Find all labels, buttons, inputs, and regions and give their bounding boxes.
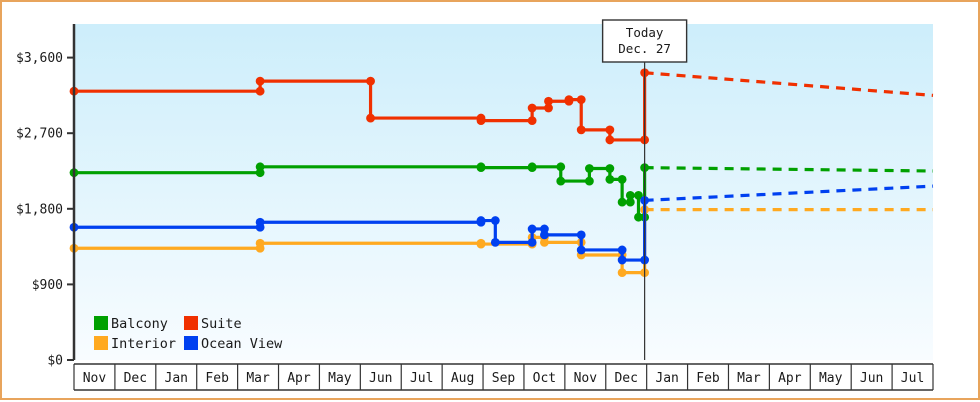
x-month-label-4[interactable]: Mar: [246, 371, 270, 386]
data-point: [255, 76, 265, 86]
forecast-line: [644, 71, 934, 97]
data-point: [617, 197, 627, 207]
data-point: [585, 176, 594, 186]
legend-label-suite: Suite: [201, 316, 242, 332]
data-point: [366, 76, 375, 86]
forecast-line: [644, 184, 934, 202]
data-point: [576, 125, 586, 135]
series-ocean-view[interactable]: [69, 184, 934, 265]
legend-label-interior: Interior: [111, 336, 176, 352]
data-point: [576, 95, 586, 104]
y-tick-label-0: $0: [47, 354, 63, 369]
data-point: [625, 190, 635, 200]
data-point: [544, 96, 553, 106]
data-point: [527, 238, 537, 247]
plot-area-background: [74, 24, 933, 360]
data-point: [540, 238, 549, 247]
data-point: [564, 95, 574, 104]
y-tick-label-1: $900: [32, 278, 63, 293]
data-point: [476, 116, 486, 125]
data-point: [527, 116, 537, 125]
x-month-label-2[interactable]: Jan: [165, 371, 188, 386]
x-month-label-7[interactable]: Jun: [369, 371, 392, 386]
data-point: [476, 163, 486, 173]
x-month-label-17[interactable]: Apr: [778, 371, 802, 386]
x-month-label-1[interactable]: Dec: [124, 371, 147, 386]
x-month-label-10[interactable]: Sep: [492, 371, 516, 386]
data-point: [617, 268, 627, 278]
x-month-label-20[interactable]: Jul: [901, 371, 924, 386]
data-point: [366, 113, 375, 123]
y-tick-label-2: $1,800: [16, 202, 63, 217]
x-month-label-8[interactable]: Jul: [410, 371, 433, 386]
data-point: [625, 197, 635, 207]
legend-label-balcony: Balcony: [111, 316, 168, 332]
x-month-label-16[interactable]: Mar: [737, 371, 761, 386]
data-point: [605, 175, 615, 184]
data-point: [527, 224, 537, 234]
data-point: [544, 103, 553, 113]
x-month-label-9[interactable]: Aug: [451, 371, 474, 386]
series-lines[interactable]: [69, 68, 934, 278]
data-point: [605, 125, 615, 135]
data-point: [255, 86, 265, 96]
x-month-label-19[interactable]: Jun: [860, 371, 883, 386]
legend-swatch-balcony: [94, 316, 108, 330]
legend-label-ocean-view: Ocean View: [201, 336, 283, 352]
x-month-label-0[interactable]: Nov: [83, 371, 107, 386]
y-tick-label-3: $2,700: [16, 127, 63, 142]
data-point: [617, 255, 627, 265]
chart-legend: Balcony Suite Interior Ocean View: [94, 316, 283, 352]
legend-swatch-interior: [94, 336, 108, 350]
data-point: [617, 245, 627, 255]
x-month-label-18[interactable]: May: [819, 371, 843, 386]
data-point: [605, 164, 615, 173]
x-month-label-11[interactable]: Oct: [533, 371, 556, 386]
data-point: [634, 190, 643, 200]
today-label-box: [601, 19, 688, 63]
x-month-label-6[interactable]: May: [328, 371, 352, 386]
data-point: [634, 212, 643, 222]
x-month-label-5[interactable]: Apr: [287, 371, 311, 386]
x-month-label-13[interactable]: Dec: [614, 371, 637, 386]
series-suite[interactable]: [69, 68, 934, 145]
data-point: [556, 176, 566, 186]
data-point: [540, 230, 549, 240]
data-point: [617, 175, 627, 184]
x-month-label-14[interactable]: Jan: [655, 371, 678, 386]
x-month-label-15[interactable]: Feb: [696, 371, 720, 386]
y-tick-label-4: $3,600: [16, 51, 63, 66]
legend-swatch-suite: [184, 316, 198, 330]
data-point: [556, 162, 566, 172]
legend-swatch-ocean-view: [184, 336, 198, 350]
data-point: [585, 164, 594, 173]
data-point: [576, 230, 586, 240]
forecast-line: [644, 166, 934, 173]
today-label-line1: Today: [626, 25, 664, 40]
data-point: [255, 217, 265, 227]
data-point: [576, 245, 586, 255]
data-point: [490, 238, 500, 247]
data-point: [476, 239, 486, 249]
data-point: [255, 238, 265, 248]
x-axis-month-cells[interactable]: Nov Dec Jan Feb Mar Apr May Jun Jul Aug Sep Oct Nov D…: [73, 363, 934, 391]
data-point: [605, 135, 615, 145]
x-month-label-12[interactable]: Nov: [574, 371, 598, 386]
data-point: [255, 162, 265, 172]
data-point: [490, 216, 500, 225]
data-point: [476, 216, 486, 225]
data-point: [527, 103, 537, 113]
y-axis: $0 $900 $1,800 $2,700 $3,600: [16, 51, 74, 369]
data-point: [527, 162, 537, 172]
x-month-label-3[interactable]: Feb: [205, 371, 229, 386]
today-label-line2: Dec. 27: [618, 41, 671, 56]
